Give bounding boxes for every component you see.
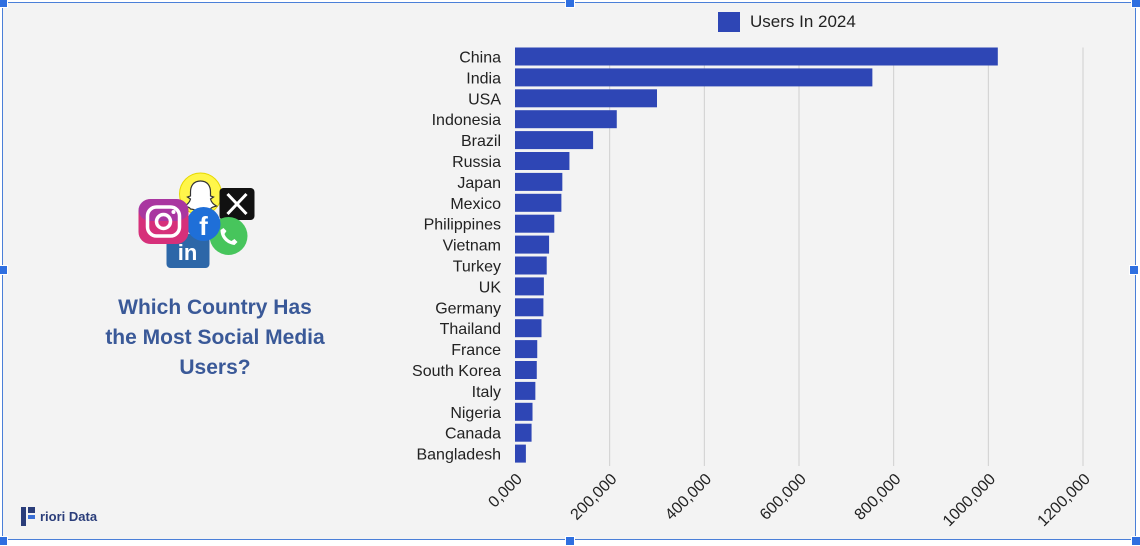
heading-line-1: Which Country Has [118,296,312,319]
legend-swatch [718,12,740,32]
snapchat-icon [179,172,222,216]
category-label: Vietnam [443,238,501,255]
bar [515,172,563,191]
svg-text:in: in [178,240,198,265]
bar [515,277,544,296]
bar [515,193,562,212]
category-label: Russia [452,154,501,171]
category-label: South Korea [412,363,501,380]
bar [515,89,657,108]
bar [515,319,542,338]
category-label: France [451,342,501,359]
x-tick-label: 1200,000 [1035,471,1094,530]
category-label: Brazil [461,133,501,150]
x-tick-label: 800,000 [852,471,905,524]
bar [515,152,570,170]
brand: riori Data [20,505,97,527]
page-heading: Which Country Has the Most Social Media … [60,293,370,383]
bar [515,381,536,400]
category-label: Canada [445,426,501,443]
resize-handle-middle-left[interactable] [0,265,8,275]
category-label: UK [479,279,502,296]
category-label: USA [468,91,501,108]
resize-handle-top-right[interactable] [1131,0,1140,8]
instagram-icon [138,199,189,244]
x-tick-label: 200,000 [568,471,621,524]
bar [515,110,617,129]
legend-label: Users In 2024 [750,12,856,31]
bar [515,235,550,254]
bar [515,444,526,463]
bar [515,298,544,317]
brand-name: riori Data [40,508,98,524]
x-tick-label: 1000,000 [940,471,999,530]
category-label: Germany [435,300,501,317]
social-logos: in f [138,172,255,268]
category-label: Italy [472,384,501,401]
chart-legend: Users In 2024 [718,12,856,32]
heading-line-3: Users? [179,356,251,379]
category-label: Indonesia [432,112,501,129]
bar [515,340,538,359]
category-label: China [459,50,501,67]
category-label: Nigeria [450,405,501,422]
resize-handle-top-left[interactable] [0,0,8,8]
bar [515,214,555,233]
x-icon [219,188,255,220]
resize-handle-middle-right[interactable] [1129,265,1139,275]
category-label: Philippines [424,217,501,234]
category-label: Mexico [450,196,501,213]
x-tick-label: 0,000 [485,471,525,511]
facebook-icon: f [186,207,221,241]
bar [515,361,537,379]
bar [515,423,532,442]
bar [515,47,998,66]
bar [515,68,873,87]
svg-text:f: f [199,211,208,241]
bar [515,131,594,150]
x-tick-label: 400,000 [662,471,715,524]
category-label: Turkey [453,259,501,276]
resize-handle-top-center[interactable] [565,0,575,8]
category-label: Bangladesh [416,447,501,464]
bar [515,402,533,421]
heading-line-2: the Most Social Media [105,326,325,349]
category-label: Thailand [440,321,501,338]
bar [515,256,547,275]
x-tick-label: 600,000 [757,471,810,524]
brand-logo-icon [21,507,35,526]
category-label: India [466,70,501,87]
category-label: Japan [457,175,501,192]
